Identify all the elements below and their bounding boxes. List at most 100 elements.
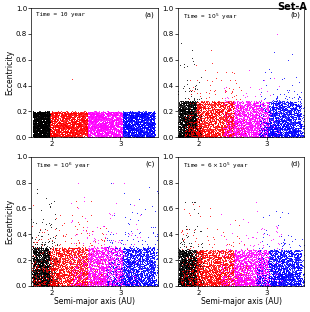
Point [179, 259, 184, 264]
Point [286, 119, 291, 124]
Point [79, 124, 84, 129]
Point [242, 253, 247, 258]
Point [96, 111, 101, 116]
Point [37, 261, 42, 266]
Point [118, 110, 123, 115]
Point [151, 252, 156, 257]
Point [275, 134, 280, 139]
Point [141, 282, 146, 287]
Point [226, 257, 231, 262]
Point [194, 111, 199, 116]
Point [278, 281, 283, 286]
Point [233, 104, 238, 109]
Point [109, 283, 114, 288]
Point [244, 104, 249, 109]
Point [292, 133, 297, 138]
Point [184, 271, 188, 275]
Point [180, 256, 185, 261]
Point [243, 253, 248, 258]
Point [184, 101, 188, 106]
Point [188, 118, 193, 123]
Point [43, 281, 48, 286]
Point [293, 129, 298, 134]
Point [184, 100, 189, 105]
Point [151, 272, 156, 277]
Point [122, 121, 127, 126]
Point [41, 130, 46, 135]
Point [197, 128, 202, 133]
Point [108, 112, 113, 117]
Point [89, 112, 94, 117]
Point [145, 129, 150, 134]
Point [187, 277, 192, 282]
Point [135, 276, 140, 281]
Point [179, 111, 184, 116]
Point [238, 271, 243, 276]
Point [64, 117, 69, 122]
Point [223, 251, 228, 256]
Point [69, 130, 74, 135]
Point [258, 248, 263, 253]
Point [188, 256, 193, 261]
Point [258, 122, 263, 127]
Point [45, 273, 50, 278]
Point [31, 267, 36, 272]
Point [266, 103, 271, 108]
Point [51, 279, 56, 284]
Point [236, 119, 241, 124]
Point [182, 119, 187, 124]
Point [42, 115, 47, 120]
Point [259, 266, 264, 271]
Point [233, 252, 238, 257]
Point [296, 272, 301, 277]
Point [192, 107, 197, 112]
Point [246, 258, 251, 263]
Point [180, 115, 185, 120]
Point [294, 134, 299, 139]
Point [187, 131, 192, 136]
Point [178, 255, 183, 260]
Point [285, 261, 290, 266]
Point [279, 273, 284, 278]
Point [178, 260, 183, 265]
Point [256, 130, 261, 135]
Point [144, 117, 149, 122]
Point [31, 127, 36, 132]
Point [275, 120, 280, 125]
Point [122, 276, 127, 281]
Point [47, 115, 52, 120]
Point [290, 103, 295, 108]
Point [63, 271, 68, 276]
Point [264, 280, 269, 285]
Point [185, 260, 190, 265]
Point [32, 124, 37, 129]
Point [188, 110, 193, 115]
Point [136, 114, 141, 119]
Point [103, 281, 108, 286]
Point [46, 114, 51, 119]
Point [113, 269, 117, 274]
Point [190, 279, 195, 284]
Point [101, 276, 106, 281]
Point [128, 111, 133, 116]
Point [196, 122, 201, 127]
Point [101, 276, 106, 281]
Point [253, 118, 258, 123]
Point [86, 252, 91, 257]
Point [74, 114, 79, 119]
Point [298, 122, 303, 127]
Point [259, 134, 264, 139]
Point [268, 125, 273, 130]
Point [60, 116, 65, 121]
Point [294, 273, 299, 278]
Point [260, 130, 265, 135]
Point [137, 123, 142, 128]
Point [39, 263, 44, 268]
Point [284, 275, 289, 280]
Point [255, 100, 260, 105]
Point [272, 110, 277, 115]
Point [179, 282, 184, 287]
Point [177, 107, 182, 112]
Point [60, 120, 65, 125]
Point [292, 102, 297, 107]
